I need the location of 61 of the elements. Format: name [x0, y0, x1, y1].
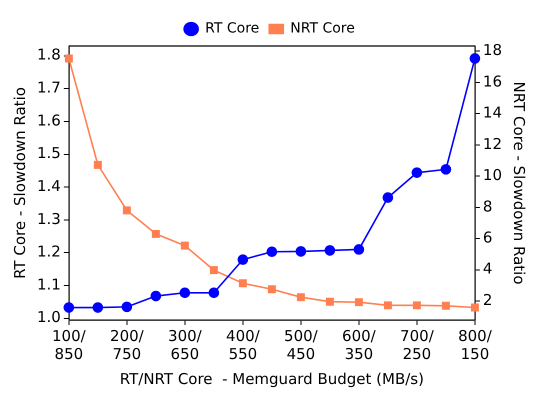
y-tick-label: 1.6 [36, 111, 61, 130]
point [150, 290, 162, 302]
point [238, 279, 247, 288]
x-tick-label: 200/750 [110, 326, 145, 363]
point [122, 302, 132, 312]
point [208, 287, 220, 298]
x-tick-label: 800/150 [458, 326, 493, 363]
point [324, 245, 336, 256]
point [412, 301, 421, 310]
point [180, 242, 189, 250]
x-tick-label: 500/450 [284, 326, 319, 363]
legend-label: RT Core [205, 20, 260, 37]
point [354, 298, 363, 306]
y-tick-label: 1.0 [36, 308, 61, 326]
point [92, 302, 104, 313]
point [122, 206, 131, 214]
y2-tick-label: 10 [482, 166, 502, 184]
x-tick-label: 300/650 [168, 326, 203, 363]
point [354, 244, 364, 255]
x-tick-label: 100/850 [52, 326, 87, 363]
x-tick-label: 700/250 [400, 326, 435, 363]
point [152, 230, 160, 238]
point [412, 167, 422, 178]
point [94, 160, 102, 169]
point [210, 266, 218, 274]
point [266, 246, 278, 258]
point [470, 53, 480, 64]
y2-tick-label: 12 [482, 134, 502, 153]
y2-tick-label: 6 [482, 228, 492, 247]
y-tick-label: 1.1 [36, 275, 61, 294]
point [64, 302, 74, 313]
y-tick-label: 1.2 [36, 242, 61, 261]
y2-tick-label: 2 [482, 290, 492, 309]
y2-tick-label: 14 [482, 104, 502, 122]
point [238, 254, 248, 265]
point [326, 298, 334, 306]
point [442, 302, 450, 310]
y2-tick-label: 8 [482, 197, 492, 216]
point [268, 285, 276, 294]
y-tick-label: 1.8 [36, 46, 61, 64]
point [384, 301, 392, 310]
y-tick-label: 1.5 [36, 144, 61, 162]
x-tick-label: 400/550 [226, 326, 261, 363]
point [382, 192, 394, 203]
y2-axis-title: NRT Core - Slowdown Ratio [510, 81, 528, 285]
legend-label: NRT Core [290, 20, 355, 37]
point [64, 54, 73, 62]
y2-tick-label: 4 [482, 260, 492, 278]
point [470, 304, 479, 312]
point [296, 293, 305, 302]
y2-tick-label: 18 [482, 41, 502, 60]
y-tick-label: 1.3 [36, 210, 61, 228]
x-tick-label: 600/350 [342, 326, 377, 363]
x-axis-title: RT/NRT Core - Memguard Budget (MB/s) [120, 370, 424, 388]
point [180, 287, 190, 298]
point [440, 164, 452, 175]
y-tick-label: 1.7 [36, 78, 61, 97]
y2-tick-label: 16 [482, 72, 502, 90]
point [296, 246, 306, 257]
y-tick-label: 1.4 [36, 176, 61, 195]
y-axis-title: RT Core - Slowdown Ratio [10, 87, 29, 279]
